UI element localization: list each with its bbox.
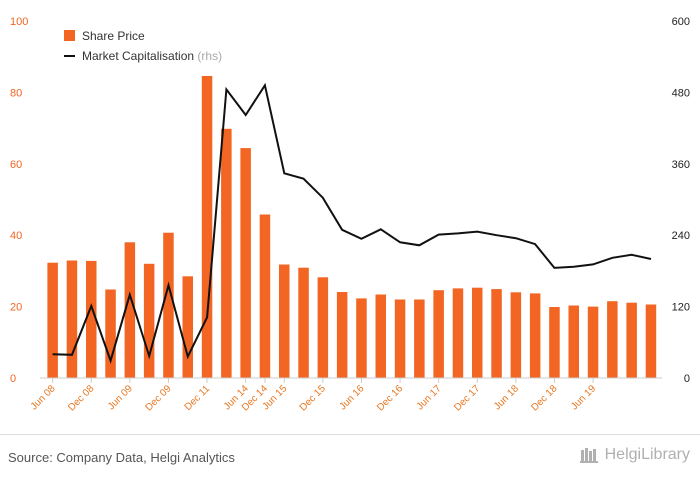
bar-share-price (394, 299, 406, 378)
bar-share-price (66, 260, 78, 378)
bar-share-price (626, 302, 637, 378)
bar-share-price (433, 290, 444, 378)
bar-share-price (201, 76, 213, 378)
x-axis-tick-label: Jun 16 (338, 383, 367, 412)
right-axis-ticks: 0 120 240 360 480 600 (672, 16, 690, 385)
bar-share-price (356, 298, 367, 378)
chart: 0 20 40 60 80 100 0 120 240 360 480 600 Jun 08 Dec … (10, 16, 690, 414)
source-note: Source: Company Data, Helgi Analytics (8, 450, 235, 465)
library-icon (580, 447, 599, 463)
bar-share-price (240, 148, 251, 378)
x-axis-tick-label: Dec 17 (452, 383, 482, 413)
x-axis-tick-label: Dec 08 (66, 383, 96, 413)
bar-share-price (375, 294, 386, 378)
bar-share-price (491, 289, 502, 378)
x-axis-tick-label: Dec 09 (143, 383, 173, 413)
bar-share-price (279, 264, 290, 378)
left-axis-tick-label: 20 (10, 302, 22, 314)
legend-swatch-share-price (64, 30, 75, 41)
left-axis-tick-label: 80 (10, 87, 22, 99)
market-cap-line (52, 82, 652, 364)
bar-share-price (452, 288, 464, 378)
legend-rhs-note: (rhs) (197, 49, 222, 63)
x-axis-tick-label: Dec 15 (298, 383, 328, 413)
bar-share-price (336, 292, 348, 378)
x-axis-tick-label: Dec 16 (375, 383, 405, 413)
left-axis-ticks: 0 20 40 60 80 100 (10, 16, 28, 385)
bar-share-price (47, 262, 58, 378)
x-axis-tick-label: Jun 18 (492, 383, 521, 412)
right-axis-tick-label: 240 (672, 230, 690, 242)
left-axis-tick-label: 60 (10, 159, 22, 171)
right-axis-tick-label: 600 (672, 16, 690, 28)
left-axis-tick-label: 100 (10, 16, 28, 28)
legend-label-market-cap: Market Capitalisation (rhs) (82, 49, 222, 63)
right-axis-tick-label: 120 (672, 302, 690, 314)
bar-share-price (163, 232, 174, 378)
bar-share-price (414, 299, 425, 378)
bar-share-price (86, 260, 97, 378)
bar-share-price (259, 214, 271, 378)
bar-share-price (472, 287, 483, 378)
brand-logo: HelgiLibrary (580, 446, 690, 464)
share-price-bars (47, 76, 657, 378)
x-axis-ticks: Jun 08 Dec 08 Jun 09 Dec 09 Dec 11 Jun 14Dec … (29, 378, 598, 414)
bar-share-price (317, 277, 329, 378)
bar-share-price (124, 242, 136, 378)
bar-share-price (182, 276, 193, 378)
bar-share-price (298, 267, 309, 378)
x-axis-tick-label: Jun 08 (29, 383, 58, 412)
bar-share-price (529, 293, 541, 378)
bar-share-price (549, 307, 560, 378)
x-axis-tick-label: Jun 17 (415, 383, 444, 412)
bar-share-price (221, 128, 232, 378)
brand-name: HelgiLibrary (604, 446, 690, 463)
x-axis-tick-label: Dec 11 (183, 383, 213, 413)
bar-share-price (105, 289, 116, 378)
bar-share-price (143, 263, 155, 378)
right-axis-tick-label: 0 (684, 373, 690, 385)
x-axis-tick-label: Jun 09 (106, 383, 135, 412)
legend-label-market-cap-name: Market Capitalisation (82, 49, 194, 63)
left-axis-tick-label: 0 (10, 373, 16, 385)
bar-share-price (607, 301, 618, 378)
bar-share-price (645, 304, 657, 378)
bar-share-price (587, 306, 599, 378)
right-axis-tick-label: 480 (672, 87, 690, 99)
bar-share-price (510, 292, 522, 378)
x-axis-tick-label: Dec 18 (529, 383, 559, 413)
right-axis-tick-label: 360 (672, 159, 690, 171)
x-axis-tick-label: Jun 19 (569, 383, 598, 412)
legend: Share Price Market Capitalisation (rhs) (64, 29, 222, 63)
bar-share-price (568, 305, 579, 378)
legend-label-share-price: Share Price (82, 29, 145, 43)
footer-divider (0, 434, 700, 435)
left-axis-tick-label: 40 (10, 230, 22, 242)
